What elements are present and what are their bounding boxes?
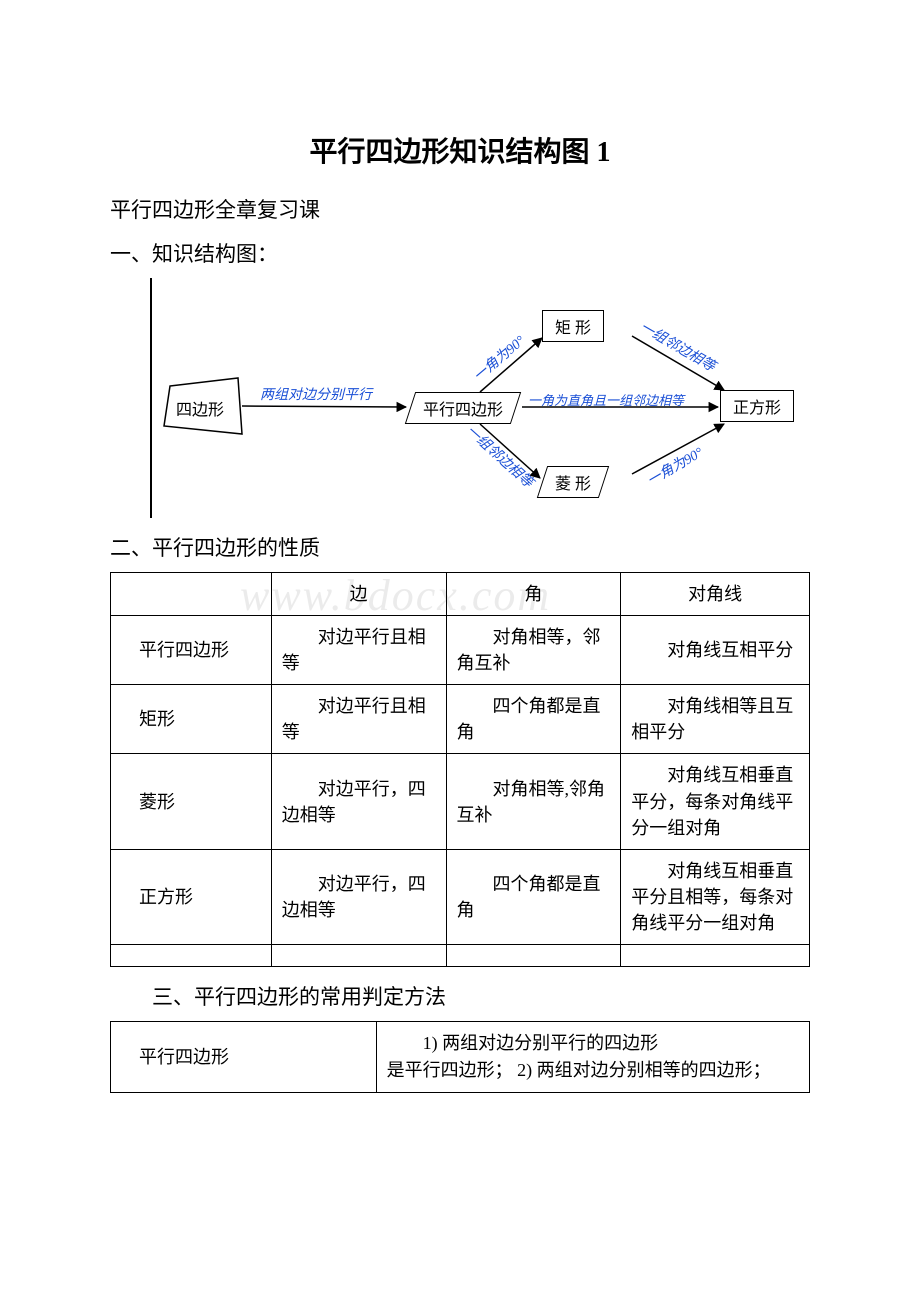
table-header-row: 边 角 对角线 xyxy=(111,573,810,616)
row-head: 正方形 xyxy=(111,849,272,944)
node-rectangle-label: 矩 形 xyxy=(555,314,591,338)
subtitle: 平行四边形全章复习课 xyxy=(110,194,810,224)
content-line1: 1) 两组对边分别平行的四边形 xyxy=(387,1030,799,1057)
cell: 四个角都是直角 xyxy=(446,685,621,754)
cell: 对边平行，四边相等 xyxy=(271,849,446,944)
properties-table: 边 角 对角线 平行四边形 对边平行且相等 对角相等，邻角互补 对角线互相平分 … xyxy=(110,572,810,967)
node-rectangle: 矩 形 xyxy=(542,310,604,342)
node-quad-label: 四边形 xyxy=(176,396,224,420)
node-rhombus: 菱 形 xyxy=(537,466,609,498)
section1-heading: 一、知识结构图： xyxy=(110,238,810,268)
row-head: 菱形 xyxy=(111,754,272,849)
section3-heading: 三、平行四边形的常用判定方法 xyxy=(110,981,810,1011)
table-row: 矩形 对边平行且相等 四个角都是直角 对角线相等且互相平分 xyxy=(111,685,810,754)
row-head: 平行四边形 xyxy=(111,1022,377,1093)
cell: 对角线互相垂直平分，每条对角线平分一组对角 xyxy=(621,754,810,849)
cell: 对角线互相垂直平分且相等，每条对角线平分一组对角 xyxy=(621,849,810,944)
row-head: 平行四边形 xyxy=(111,616,272,685)
cell: 对角线相等且互相平分 xyxy=(621,685,810,754)
th-empty xyxy=(111,573,272,616)
cell: 对边平行且相等 xyxy=(271,685,446,754)
node-parallelogram-label: 平行四边形 xyxy=(423,396,503,420)
th-edge: 边 xyxy=(271,573,446,616)
node-rhombus-label: 菱 形 xyxy=(555,470,591,494)
knowledge-diagram: 四边形 平行四边形 矩 形 菱 形 正方形 两组对边分别平行 一角为90° 一组… xyxy=(110,278,810,518)
row-head: 矩形 xyxy=(111,685,272,754)
node-parallelogram: 平行四边形 xyxy=(405,392,521,424)
table-row: 正方形 对边平行，四边相等 四个角都是直角 对角线互相垂直平分且相等，每条对角线… xyxy=(111,849,810,944)
table-row: 平行四边形 1) 两组对边分别平行的四边形 是平行四边形； 2) 两组对边分别相… xyxy=(111,1022,810,1093)
cell: 对边平行且相等 xyxy=(271,616,446,685)
th-angle: 角 xyxy=(446,573,621,616)
th-diagonal: 对角线 xyxy=(621,573,810,616)
edge-label-0: 两组对边分别平行 xyxy=(260,384,372,404)
page-title: 平行四边形知识结构图 1 xyxy=(110,130,810,170)
cell: 对角线互相平分 xyxy=(621,616,810,685)
cell: 1) 两组对边分别平行的四边形 是平行四边形； 2) 两组对边分别相等的四边形； xyxy=(376,1022,809,1093)
edge-label-3: 一角为直角且一组邻边相等 xyxy=(528,390,684,409)
cell: 对角相等,邻角互补 xyxy=(446,754,621,849)
cell: 四个角都是直角 xyxy=(446,849,621,944)
node-square: 正方形 xyxy=(720,390,794,422)
table-empty-row xyxy=(111,945,810,967)
cell: 对角相等，邻角互补 xyxy=(446,616,621,685)
table-row: 平行四边形 对边平行且相等 对角相等，邻角互补 对角线互相平分 xyxy=(111,616,810,685)
table-row: 菱形 对边平行，四边相等 对角相等,邻角互补 对角线互相垂直平分，每条对角线平分… xyxy=(111,754,810,849)
cell: 对边平行，四边相等 xyxy=(271,754,446,849)
content-rest: 是平行四边形； 2) 两组对边分别相等的四边形； xyxy=(387,1060,771,1080)
section2-heading: 二、平行四边形的性质 xyxy=(110,532,810,562)
node-square-label: 正方形 xyxy=(733,394,781,418)
judgement-table: 平行四边形 1) 两组对边分别平行的四边形 是平行四边形； 2) 两组对边分别相… xyxy=(110,1021,810,1093)
